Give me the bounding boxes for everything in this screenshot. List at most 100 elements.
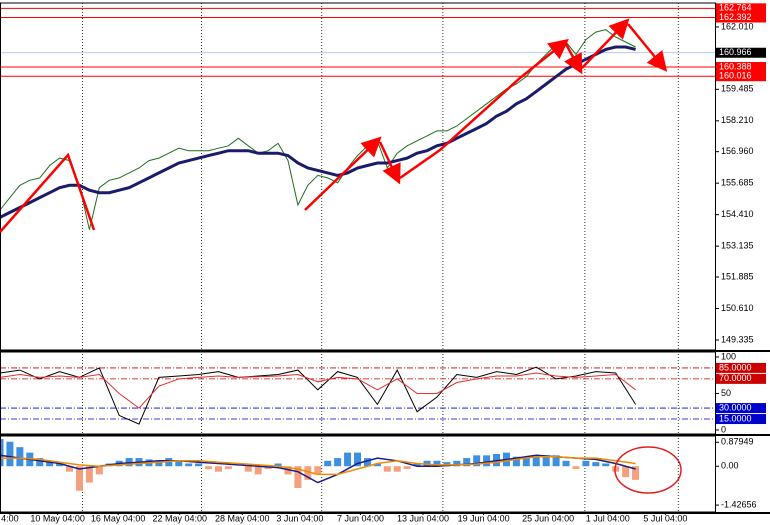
histogram-bar <box>453 460 461 467</box>
histogram-bar <box>393 466 401 472</box>
y-tick-label: 162.010 <box>721 21 754 31</box>
histogram-bar <box>354 452 361 467</box>
x-tick-label: 5 Jul 04:00 <box>643 513 687 523</box>
x-tick-label: 1 Jul 04:00 <box>586 513 630 523</box>
series-line <box>0 29 636 230</box>
histogram-bar <box>632 466 640 480</box>
histogram-bar <box>0 438 4 467</box>
histogram-bar <box>473 455 481 467</box>
histogram-bar <box>244 466 252 472</box>
histogram-bar <box>522 458 530 467</box>
level-box <box>716 62 766 73</box>
histogram-bar <box>542 455 550 467</box>
panel <box>0 438 640 491</box>
x-tick-label: 3 Jun 04:00 <box>276 513 323 523</box>
level-label: 15.0000 <box>719 413 752 423</box>
level-box <box>716 414 766 425</box>
histogram-bar <box>344 452 352 467</box>
histogram-bar <box>373 463 381 467</box>
histogram-bar <box>205 466 213 469</box>
histogram-bar <box>85 466 93 483</box>
x-tick-label: 13 Jun 04:00 <box>397 513 449 523</box>
histogram-bar <box>592 462 600 467</box>
histogram-bar <box>324 460 332 467</box>
histogram-bar <box>294 466 302 489</box>
y-tick-label: 0 <box>721 424 726 434</box>
y-tick-label: 50 <box>721 388 731 398</box>
panel <box>0 366 715 425</box>
histogram-bar <box>334 458 342 467</box>
histogram-bar <box>483 455 491 467</box>
panel <box>0 7 715 230</box>
y-tick-label: 149.335 <box>721 334 754 344</box>
y-tick-label: 0.87949 <box>721 437 754 447</box>
level-label: 162.764 <box>719 3 752 13</box>
histogram-bar <box>572 466 580 469</box>
histogram-bar <box>314 466 322 475</box>
x-tick-label: 16 May 04:00 <box>91 513 146 523</box>
trend-arrow <box>564 43 583 75</box>
histogram-bar <box>274 463 282 467</box>
x-tick-label: 19 Jun 04:00 <box>458 513 510 523</box>
trend-arrow <box>378 141 401 185</box>
series-line <box>0 45 636 219</box>
x-tick-label: 25 Jun 04:00 <box>522 513 574 523</box>
level-box <box>716 3 766 14</box>
histogram-bar <box>46 460 54 467</box>
histogram-bar <box>383 466 391 472</box>
y-tick-label: 158.210 <box>721 115 754 125</box>
x-tick-label: 7 Jun 04:00 <box>337 513 384 523</box>
y-tick-label: 155.685 <box>721 178 754 188</box>
histogram-bar <box>56 463 64 467</box>
histogram-bar <box>6 441 14 467</box>
trend-arrow <box>627 23 668 72</box>
histogram-bar <box>95 466 103 475</box>
y-tick-label: 150.610 <box>721 303 754 313</box>
histogram-bar <box>582 460 590 467</box>
histogram-bar <box>463 458 471 467</box>
histogram-bar <box>304 466 312 480</box>
trend-arrow <box>581 18 630 69</box>
level-label: 30.0000 <box>719 402 752 412</box>
x-tick-label: 4:00 <box>1 513 19 523</box>
series-line <box>0 366 637 425</box>
level-label: 70.0000 <box>719 373 752 383</box>
level-box <box>716 403 766 414</box>
histogram-bar <box>254 466 262 475</box>
y-tick-label: 151.885 <box>721 271 754 281</box>
y-tick-label: 0.00 <box>721 461 739 471</box>
series-line <box>0 372 636 409</box>
level-label: 162.392 <box>719 12 752 22</box>
level-label: 160.388 <box>719 61 752 71</box>
histogram-bar <box>214 466 222 472</box>
level-box <box>716 373 766 384</box>
y-tick-label: 154.410 <box>721 209 754 219</box>
histogram-bar <box>413 463 421 467</box>
y-tick-label: 100 <box>721 351 736 361</box>
current-price-label: 160.966 <box>719 47 752 57</box>
histogram-bar <box>75 466 83 491</box>
level-box <box>716 362 766 373</box>
histogram-bar <box>562 460 570 467</box>
histogram-bar <box>532 456 540 467</box>
level-box <box>716 71 766 82</box>
x-tick-label: 10 May 04:00 <box>30 513 85 523</box>
series-line <box>0 455 636 476</box>
histogram-bar <box>403 466 411 469</box>
histogram-bar <box>185 463 193 467</box>
level-label: 85.0000 <box>719 362 752 372</box>
histogram-bar <box>552 455 560 467</box>
highlight-ellipse <box>614 446 682 494</box>
level-label: 160.016 <box>719 71 752 81</box>
y-tick-label: 153.135 <box>721 241 754 251</box>
x-tick-label: 22 May 04:00 <box>152 513 207 523</box>
trend-arrow <box>0 152 96 233</box>
level-box <box>716 12 766 23</box>
histogram-bar <box>433 460 441 467</box>
trend-arrows <box>0 18 668 233</box>
histogram-bar <box>512 456 520 467</box>
histogram-bar <box>622 466 630 478</box>
histogram-bar <box>602 463 610 467</box>
